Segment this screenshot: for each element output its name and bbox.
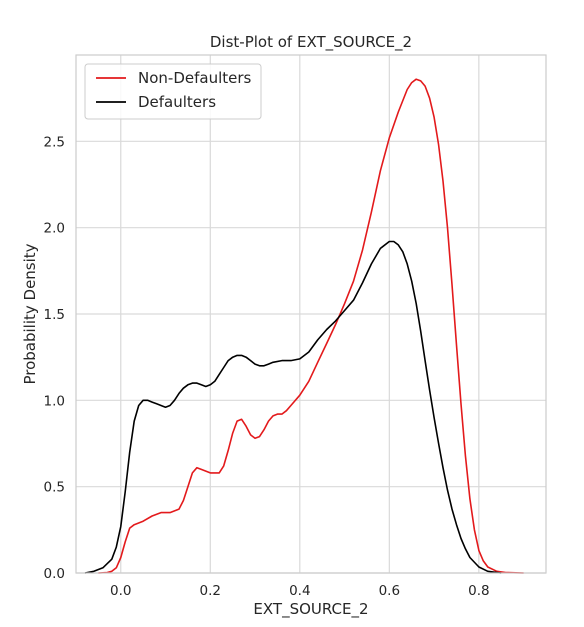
legend-label: Non-Defaulters [138,69,252,87]
y-tick-label: 0.5 [44,480,65,496]
y-tick-label: 1.5 [44,307,65,323]
x-tick-label: 0.6 [379,583,400,599]
x-tick-label: 0.4 [289,583,310,599]
legend-box [84,63,262,120]
y-tick-label: 1.0 [44,393,65,409]
series-layer [84,78,524,574]
x-tick-label: 0.0 [110,583,131,599]
legend: Non-Defaulters Defaulters [84,63,262,120]
chart-title: Dist-Plot of EXT_SOURCE_2 [210,33,412,52]
x-tick-labels: 0.0 0.2 0.4 0.6 0.8 [110,583,490,599]
x-tick-label: 0.2 [200,583,221,599]
series-line-2 [84,240,502,574]
y-tick-label: 2.0 [44,221,65,237]
legend-label: Defaulters [138,93,216,111]
plot-frame [75,54,547,574]
y-axis-label: Probability Density [21,243,39,384]
x-axis-label: EXT_SOURCE_2 [253,600,368,619]
series-line-1 [98,78,524,574]
grid [76,55,546,574]
y-tick-label: 2.5 [44,134,65,150]
y-tick-labels: 0.0 0.5 1.0 1.5 2.0 2.5 [44,134,65,582]
x-tick-label: 0.8 [468,583,489,599]
y-tick-label: 0.0 [44,566,65,582]
